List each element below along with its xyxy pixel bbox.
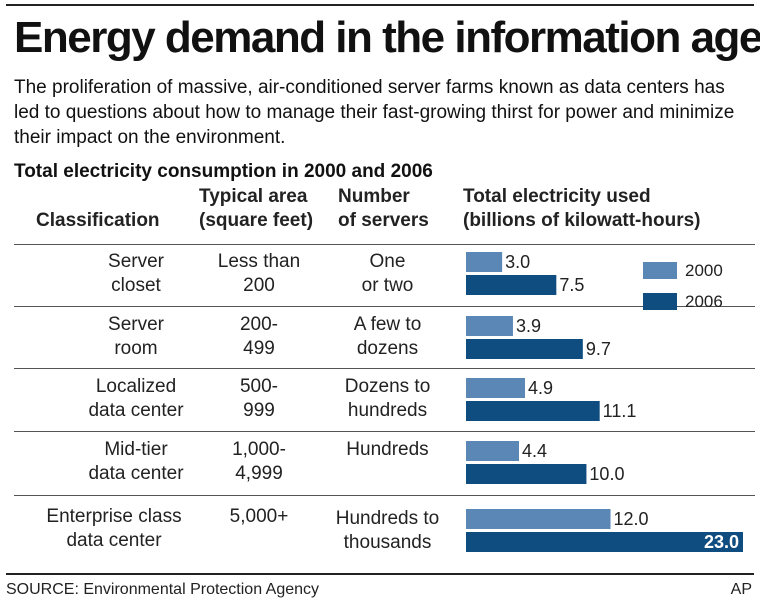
header-area-line-1: Typical area [199,186,308,207]
bar-2000-1 [466,316,513,336]
header-area: Typical area (square feet) [199,185,313,233]
bar-label-2000-0: 3.0 [505,252,530,272]
cell-line: One [369,251,406,272]
bar-2006-2 [466,401,600,421]
header-classification: Classification [36,210,160,231]
table-row-classification: Mid-tier data center [36,438,236,486]
cell-line: Hundreds to [335,508,440,529]
header-electricity-line-2: (billions of kilowatt-hours) [463,210,701,231]
legend-label-2000: 2000 [685,261,723,280]
row-divider [14,495,755,496]
table-row-classification: Enterprise class data center [14,505,214,553]
cell-line: 200- [239,314,279,335]
table-row-area: 200- 499 [199,313,319,361]
legend-label-2006: 2006 [685,292,723,311]
cell-line: or two [361,275,414,296]
table-title: Total electricity consumption in 2000 an… [14,161,433,182]
cell-line: Server [108,314,164,335]
cell-line: Dozens to [344,376,431,397]
cell-line: 500- [239,376,279,397]
cell-line: 999 [243,400,275,421]
cell-line: 499 [243,338,275,359]
cell-line: closet [111,275,161,296]
bar-2000-2 [466,378,526,398]
bar-label-2006-1: 9.7 [586,339,611,359]
table-row-servers: One or two [325,250,450,298]
credit: AP [730,581,752,598]
cell-line: hundreds [347,400,428,421]
bar-label-2006-4: 23.0 [704,532,739,552]
cell-line: Localized [95,376,177,397]
legend-swatch-2006 [643,293,677,310]
cell-line: 1,000- [232,439,286,460]
bar-label-2000-3: 4.4 [522,441,547,461]
top-rule [6,4,754,6]
cell-line: room [114,338,158,359]
source-note: SOURCE: Environmental Protection Agency [6,581,320,598]
cell-line: 5,000+ [229,506,289,527]
header-area-line-2: (square feet) [199,210,314,231]
table-row-servers: A few to dozens [325,313,450,361]
bar-2000-0 [466,252,503,272]
subtitle: The proliferation of massive, air-condit… [14,77,735,148]
row-divider [14,306,755,307]
table-row-classification: Server closet [36,250,236,298]
table-row-area: 5,000+ [199,505,319,529]
table-row-area: Less than 200 [199,250,319,298]
cell-line: data center [88,400,184,421]
cell-line: Enterprise class [46,506,182,527]
bar-label-2000-2: 4.9 [528,378,553,398]
cell-line: Less than [217,251,301,272]
cell-line: Server [108,251,164,272]
page-title: Energy demand in the information age [14,13,760,62]
header-servers-line-1: Number [338,186,410,207]
row-divider [14,244,755,245]
cell-line: data center [88,463,184,484]
row-divider [14,431,755,432]
bar-label-2000-4: 12.0 [614,509,649,529]
cell-line: dozens [356,338,419,359]
table-row-area: 1,000- 4,999 [199,438,319,486]
bar-2006-4 [466,532,743,552]
cell-line: 4,999 [235,463,283,484]
cell-line: A few to [353,314,422,335]
cell-line: Mid-tier [104,439,168,460]
bar-2006-0 [466,275,557,295]
table-row-servers: Dozens to hundreds [325,375,450,423]
bar-label-2006-2: 11.1 [603,401,637,421]
bar-label-2006-0: 7.5 [559,275,584,295]
table-row-servers: Hundreds to thousands [325,507,450,555]
row-divider [14,368,755,369]
header-servers: Number of servers [338,185,429,233]
header-electricity: Total electricity used (billions of kilo… [463,185,700,233]
cell-line: Hundreds [346,439,429,460]
bar-2000-4 [466,509,611,529]
cell-line: 200 [243,275,275,296]
bar-2006-1 [466,339,583,359]
bar-2006-3 [466,464,587,484]
bar-label-2006-3: 10.0 [589,464,624,484]
bar-2000-3 [466,441,519,461]
bottom-rule [6,573,754,575]
table-row-classification: Localized data center [36,375,236,423]
legend-swatch-2000 [643,262,677,279]
table-row-area: 500- 999 [199,375,319,423]
table-row-classification: Server room [36,313,236,361]
cell-line: thousands [343,532,432,553]
table-row-servers: Hundreds [325,438,450,462]
cell-line: data center [66,530,162,551]
bar-label-2000-1: 3.9 [516,316,541,336]
header-electricity-line-1: Total electricity used [463,186,651,207]
header-servers-line-2: of servers [338,210,429,231]
